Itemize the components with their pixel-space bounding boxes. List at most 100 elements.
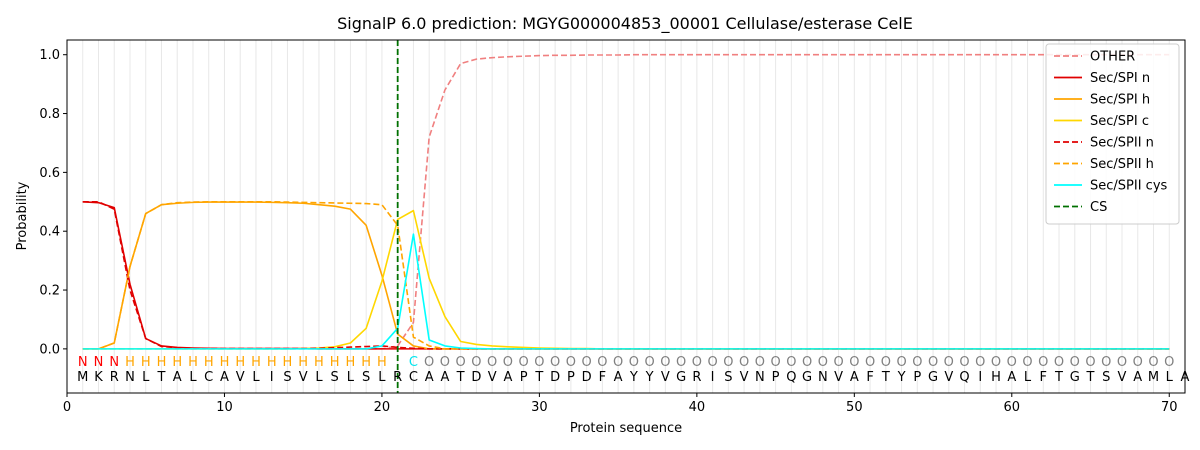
residue-letter: V (944, 370, 953, 385)
axis-ticks: 0 10 20 30 40 50 60 70 0.0 0.2 0.4 0.6 0.8 1.0 (39, 48, 1177, 415)
region-label: O (1164, 355, 1174, 370)
legend-label: Sec/SPI n (1090, 71, 1150, 86)
region-label: O (1101, 355, 1111, 370)
residue-letter: A (425, 370, 434, 385)
x-tick-label: 30 (531, 400, 548, 415)
region-label: O (1085, 355, 1095, 370)
region-label: O (865, 355, 875, 370)
region-label: H (220, 355, 230, 370)
series-line-sec-spii-h (82, 200, 1170, 350)
region-label: O (912, 355, 922, 370)
region-label: O (471, 355, 481, 370)
region-label: O (849, 355, 859, 370)
x-tick-label: 60 (1004, 400, 1021, 415)
series-line-sec-spii-n (82, 200, 1170, 350)
region-label: H (346, 355, 356, 370)
region-label: O (1148, 355, 1158, 370)
residue-letter: V (661, 370, 670, 385)
x-tick-label: 40 (689, 400, 706, 415)
region-label: H (157, 355, 167, 370)
region-label: O (566, 355, 576, 370)
residue-letter: M (1148, 370, 1159, 385)
legend-label: Sec/SPII n (1090, 136, 1154, 151)
region-label: O (896, 355, 906, 370)
region-label: O (1070, 355, 1080, 370)
region-label: O (1054, 355, 1064, 370)
residue-letter: L (142, 370, 150, 385)
residue-letter: Y (897, 370, 906, 385)
region-label: O (833, 355, 843, 370)
residue-letter: N (818, 370, 828, 385)
region-label: O (818, 355, 828, 370)
residue-letter: S (1102, 370, 1110, 385)
series-line-sec-spi-n (82, 200, 1170, 350)
residue-letter: A (1007, 370, 1016, 385)
residue-letter: V (299, 370, 308, 385)
region-label: H (141, 355, 151, 370)
plot-frame (66, 39, 1186, 394)
legend-box (1045, 43, 1180, 225)
residue-letter: S (724, 370, 732, 385)
region-label: O (534, 355, 544, 370)
region-label: H (298, 355, 308, 370)
residue-letter: R (692, 370, 701, 385)
legend: OTHER Sec/SPI n Sec/SPI h Sec/SPI c Sec/SPII… (1045, 43, 1180, 225)
residue-letter: A (850, 370, 859, 385)
residue-letter: Q (959, 370, 969, 385)
residue-letter: P (772, 370, 780, 385)
region-label: O (975, 355, 985, 370)
residue-letter: L (1024, 370, 1032, 385)
residue-letter: I (711, 370, 715, 385)
region-label: C (409, 355, 418, 370)
residue-letter: T (534, 370, 543, 385)
region-label: N (94, 355, 104, 370)
residue-letter: S (283, 370, 291, 385)
residue-letter: G (802, 370, 812, 385)
residue-letter: D (471, 370, 481, 385)
region-label: H (267, 355, 277, 370)
residue-letter: G (1070, 370, 1080, 385)
legend-label: Sec/SPI h (1090, 93, 1150, 108)
sequence-letters: MNKNRNNHLHTHAHLHCHAHVHLHIHSHVHLHSHLHSHLH… (77, 355, 1189, 385)
region-label: O (739, 355, 749, 370)
region-label: O (440, 355, 450, 370)
residue-letter: V (488, 370, 497, 385)
residue-letter: K (94, 370, 103, 385)
residue-letter: D (582, 370, 592, 385)
y-tick-label: 0.0 (39, 342, 60, 357)
y-tick-label: 0.2 (39, 284, 60, 299)
residue-letter: S (362, 370, 370, 385)
residue-letter: L (347, 370, 355, 385)
residue-letter: M (77, 370, 88, 385)
region-label: H (235, 355, 245, 370)
residue-letter: L (189, 370, 197, 385)
residue-letter: S (331, 370, 339, 385)
residue-letter: V (236, 370, 245, 385)
region-label: O (1007, 355, 1017, 370)
residue-letter: C (409, 370, 418, 385)
x-tick-label: 70 (1161, 400, 1178, 415)
region-label: O (1022, 355, 1032, 370)
region-label: O (959, 355, 969, 370)
region-label: O (944, 355, 954, 370)
residue-letter: L (378, 370, 386, 385)
residue-letter: T (157, 370, 166, 385)
region-label: O (692, 355, 702, 370)
region-label: O (503, 355, 513, 370)
residue-letter: T (1086, 370, 1095, 385)
residue-letter: A (1133, 370, 1142, 385)
region-label: H (283, 355, 293, 370)
residue-letter: T (456, 370, 465, 385)
residue-letter: F (1040, 370, 1047, 385)
region-label: O (1133, 355, 1143, 370)
residue-letter: G (928, 370, 938, 385)
y-tick-label: 0.8 (39, 107, 60, 122)
region-label: O (786, 355, 796, 370)
residue-letter: V (740, 370, 749, 385)
residue-letter: V (1118, 370, 1127, 385)
residue-letter: A (503, 370, 512, 385)
region-label: O (723, 355, 733, 370)
region-label: O (928, 355, 938, 370)
residue-letter: D (550, 370, 560, 385)
